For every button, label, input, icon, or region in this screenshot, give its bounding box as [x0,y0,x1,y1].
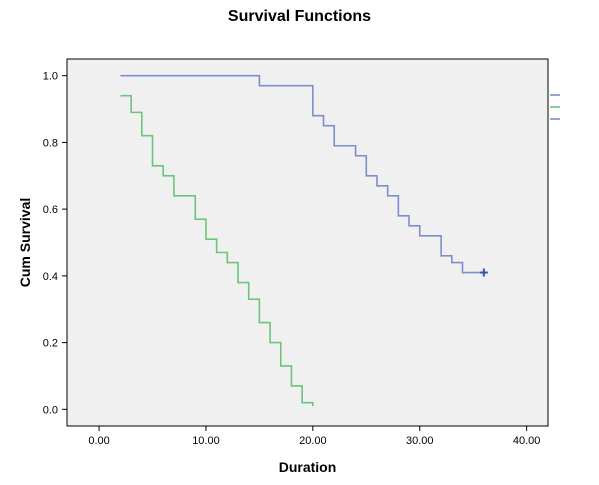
censor-marker [479,268,488,277]
y-tick-label: 1.0 [43,71,58,83]
y-tick-label: 0.0 [43,404,58,416]
chart-title: Survival Functions [227,8,372,25]
y-tick-label: 0.6 [43,204,58,216]
y-axis-label: Cum Survival [17,198,33,287]
x-tick-label: 40.00 [513,435,541,447]
survival-series-1-line [120,74,484,274]
x-tick-label: 30.00 [406,435,434,447]
x-axis-label: Duration [279,459,337,475]
x-tick-label: 20.00 [299,435,327,447]
plot-area [66,58,549,427]
x-tick-label: 10.00 [192,435,220,447]
x-tick-label: 0.00 [88,435,109,447]
y-tick-label: 0.2 [43,338,58,350]
y-tick-label: 0.4 [43,271,58,283]
y-tick-label: 0.8 [43,137,58,149]
survival-series-2-line [120,94,314,406]
